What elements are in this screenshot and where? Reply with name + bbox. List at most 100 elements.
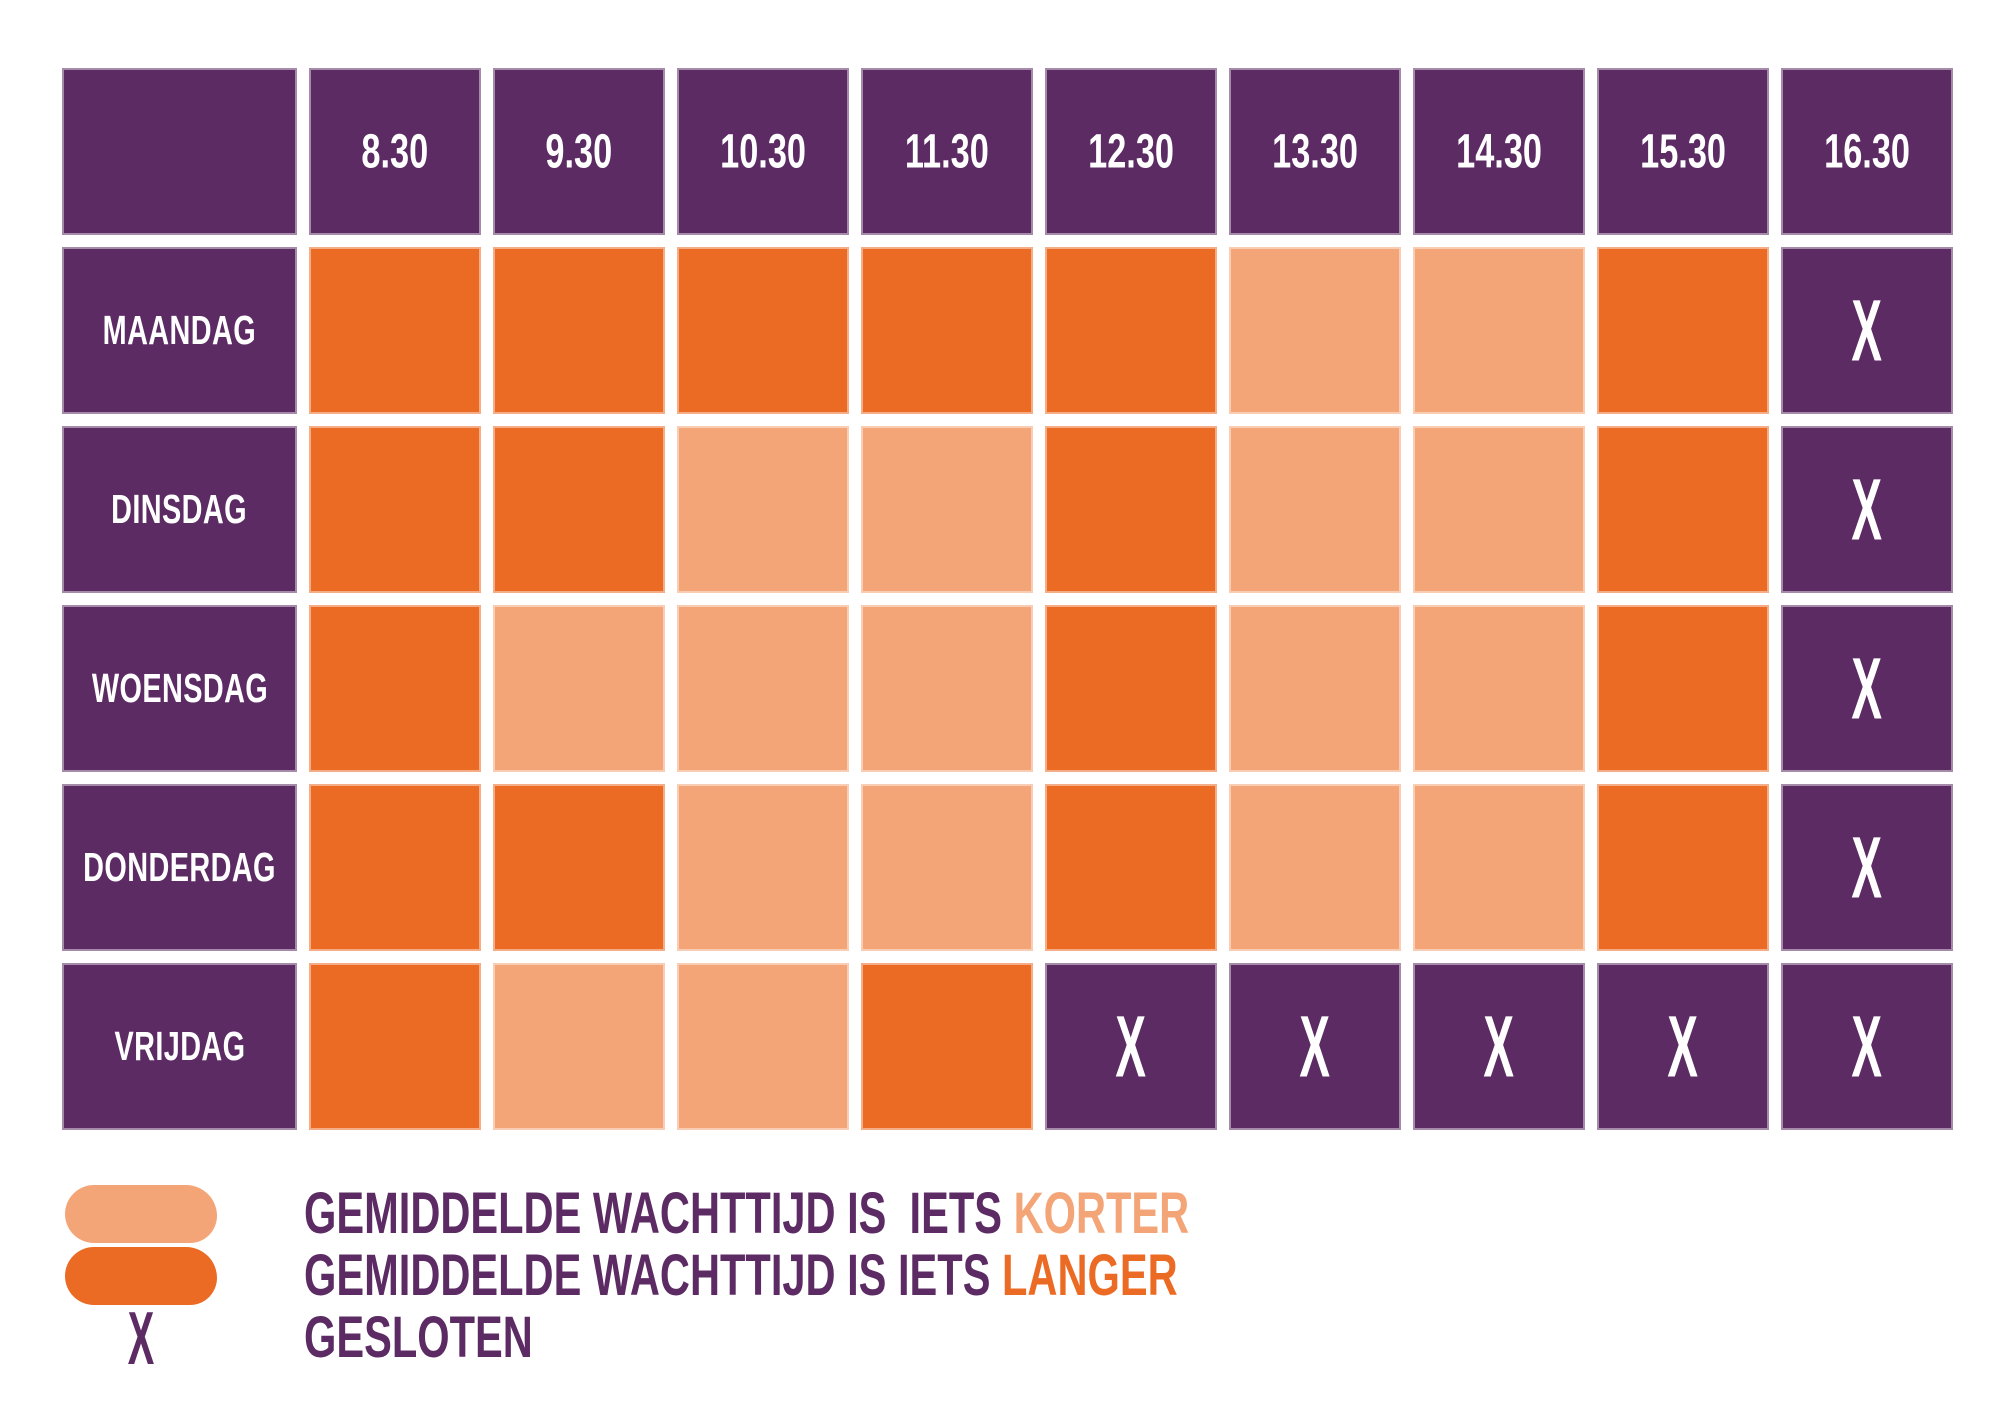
day-label-cell: DONDERDAG: [62, 784, 297, 951]
wait-cell-korter: [1413, 426, 1585, 593]
closed-x-marker: X: [1851, 997, 1883, 1096]
legend: GEMIDDELDE WACHTTIJD IS IETS KORTER GEMID…: [65, 1180, 1411, 1381]
day-label: MAANDAG: [102, 307, 257, 353]
wait-cell-korter: [1229, 426, 1401, 593]
legend-label: GESLOTEN: [304, 1304, 533, 1371]
legend-item: GEMIDDELDE WACHTTIJD IS IETS KORTER: [65, 1180, 1411, 1247]
legend-label: GEMIDDELDE WACHTTIJD IS IETS KORTER: [304, 1180, 1189, 1247]
corner-cell: [62, 68, 297, 235]
time-header-label: 12.30: [1088, 124, 1174, 178]
wait-cell-langer: [1045, 247, 1217, 414]
wait-cell-korter: [1229, 247, 1401, 414]
time-header-cell: 16.30: [1781, 68, 1953, 235]
time-header-label: 8.30: [361, 124, 429, 178]
wait-cell-langer: [861, 963, 1033, 1130]
closed-x-marker: X: [1483, 997, 1515, 1096]
closed-cell: X: [1781, 963, 1953, 1130]
legend-item: GEMIDDELDE WACHTTIJD IS IETS LANGER: [65, 1242, 1411, 1309]
time-header-cell: 15.30: [1597, 68, 1769, 235]
day-label-cell: WOENSDAG: [62, 605, 297, 772]
wait-cell-langer: [677, 247, 849, 414]
wait-cell-langer: [1045, 605, 1217, 772]
closed-cell: X: [1045, 963, 1217, 1130]
legend-label-highlight: LANGER: [1002, 1243, 1178, 1309]
closed-x-marker: X: [1851, 818, 1883, 917]
legend-label-main: GESLOTEN: [304, 1305, 533, 1371]
wait-cell-langer: [493, 247, 665, 414]
wait-cell-korter: [861, 426, 1033, 593]
time-header-label: 16.30: [1824, 124, 1910, 178]
wait-cell-korter: [677, 963, 849, 1130]
wait-cell-korter: [493, 605, 665, 772]
closed-cell: X: [1597, 963, 1769, 1130]
closed-cell: X: [1781, 247, 1953, 414]
day-label-cell: VRIJDAG: [62, 963, 297, 1130]
legend-label-highlight: KORTER: [1013, 1181, 1190, 1247]
closed-cell: X: [1413, 963, 1585, 1130]
legend-swatch-langer: [65, 1247, 217, 1305]
closed-x-marker: X: [1667, 997, 1699, 1096]
time-header-cell: 11.30: [861, 68, 1033, 235]
time-header-label: 10.30: [720, 124, 806, 178]
time-header-cell: 12.30: [1045, 68, 1217, 235]
wait-cell-langer: [1045, 426, 1217, 593]
closed-x-marker: X: [1851, 460, 1883, 559]
wait-cell-langer: [1597, 247, 1769, 414]
wait-cell-langer: [309, 784, 481, 951]
wait-cell-korter: [677, 605, 849, 772]
wait-cell-korter: [1413, 247, 1585, 414]
wait-cell-langer: [309, 247, 481, 414]
closed-x-marker: X: [1299, 997, 1331, 1096]
closed-cell: X: [1781, 784, 1953, 951]
closed-cell: X: [1781, 605, 1953, 772]
day-label: WOENSDAG: [91, 665, 268, 711]
wait-cell-korter: [861, 784, 1033, 951]
wait-cell-langer: [493, 784, 665, 951]
day-label-cell: DINSDAG: [62, 426, 297, 593]
legend-swatch-korter: [65, 1185, 217, 1243]
day-label: DINSDAG: [111, 486, 248, 532]
time-header-label: 11.30: [905, 124, 989, 178]
closed-cell: X: [1229, 963, 1401, 1130]
wait-cell-korter: [677, 426, 849, 593]
legend-label-main: GEMIDDELDE WACHTTIJD IS IETS: [304, 1181, 1014, 1247]
legend-label-main: GEMIDDELDE WACHTTIJD IS IETS: [304, 1243, 1002, 1309]
time-header-cell: 10.30: [677, 68, 849, 235]
time-header-cell: 13.30: [1229, 68, 1401, 235]
legend-swatch-column: X: [65, 1296, 304, 1381]
time-header-cell: 14.30: [1413, 68, 1585, 235]
legend-swatch-column: [65, 1247, 304, 1305]
wait-cell-korter: [493, 963, 665, 1130]
time-header-label: 13.30: [1272, 124, 1358, 178]
wait-cell-langer: [1597, 605, 1769, 772]
time-header-label: 15.30: [1640, 124, 1726, 178]
schedule-grid: 8.30 9.30 10.30 11.30 12.30 13.30 14.30 15.30 16…: [62, 68, 1953, 1130]
closed-cell: X: [1781, 426, 1953, 593]
day-label: DONDERDAG: [83, 844, 276, 890]
day-label-cell: MAANDAG: [62, 247, 297, 414]
closed-x-marker: X: [1851, 639, 1883, 738]
wait-cell-korter: [1413, 784, 1585, 951]
closed-x-marker: X: [1851, 281, 1883, 380]
day-label: VRIJDAG: [113, 1023, 246, 1069]
legend-swatch-column: [65, 1185, 304, 1243]
wait-cell-korter: [1229, 784, 1401, 951]
time-header-label: 9.30: [545, 124, 613, 178]
time-header-label: 14.30: [1456, 124, 1542, 178]
legend-label: GEMIDDELDE WACHTTIJD IS IETS LANGER: [304, 1242, 1178, 1309]
wait-cell-langer: [309, 605, 481, 772]
wait-cell-korter: [861, 605, 1033, 772]
wait-cell-langer: [309, 963, 481, 1130]
legend-item: X GESLOTEN: [65, 1296, 1411, 1381]
wait-cell-langer: [1045, 784, 1217, 951]
time-header-cell: 9.30: [493, 68, 665, 235]
wait-cell-langer: [861, 247, 1033, 414]
wait-cell-korter: [1229, 605, 1401, 772]
wait-cell-langer: [493, 426, 665, 593]
wait-cell-korter: [677, 784, 849, 951]
wait-cell-langer: [1597, 426, 1769, 593]
closed-x-marker: X: [1115, 997, 1147, 1096]
wait-cell-langer: [309, 426, 481, 593]
wait-cell-langer: [1597, 784, 1769, 951]
wait-cell-korter: [1413, 605, 1585, 772]
